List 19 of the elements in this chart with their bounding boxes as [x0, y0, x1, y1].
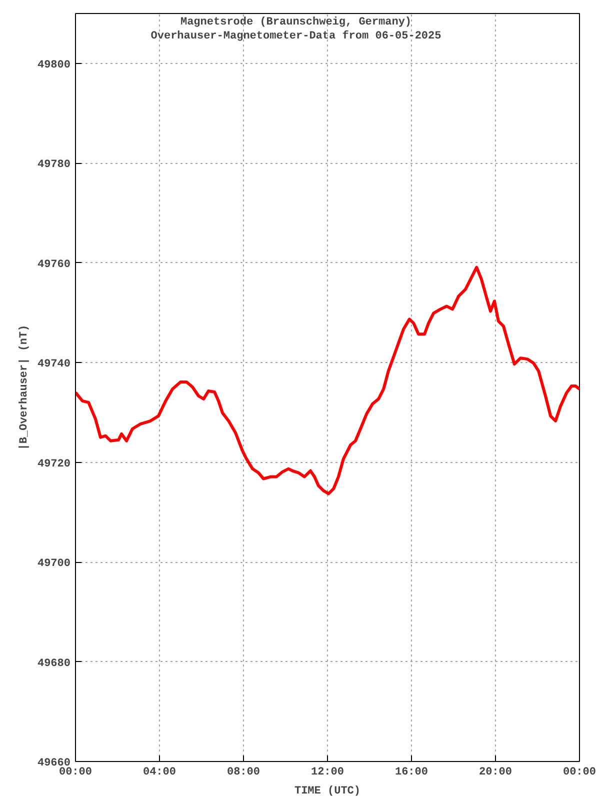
x-axis-title: TIME (UTC) — [294, 786, 361, 798]
x-tick-label: 12:00 — [310, 766, 344, 778]
y-tick-label: 49720 — [37, 458, 71, 470]
y-tick-label: 49680 — [37, 658, 71, 670]
y-tick-label: 49780 — [37, 159, 71, 172]
y-axis-title: |B_Overhauser| (nT) — [18, 324, 30, 450]
y-tick-label: 49760 — [37, 258, 71, 271]
text: Overhauser-Magnetometer-Data from 06-05-2025 — [150, 30, 442, 42]
y-tick-label: 49740 — [37, 358, 71, 371]
x-tick-label: 00:00 — [562, 766, 596, 778]
x-tick-label: 20:00 — [478, 766, 512, 778]
chart-title: Magnetsrode (Braunschweig, Germany) — [180, 16, 412, 28]
x-tick-label: 00:00 — [58, 766, 92, 778]
x-tick-label: 16:00 — [394, 766, 428, 778]
y-tick-label: 49800 — [37, 59, 71, 72]
x-tick-label: 08:00 — [226, 766, 260, 778]
x-tick-label: 04:00 — [142, 766, 176, 778]
line-series — [76, 266, 580, 496]
y-tick-label: 49700 — [37, 558, 71, 570]
